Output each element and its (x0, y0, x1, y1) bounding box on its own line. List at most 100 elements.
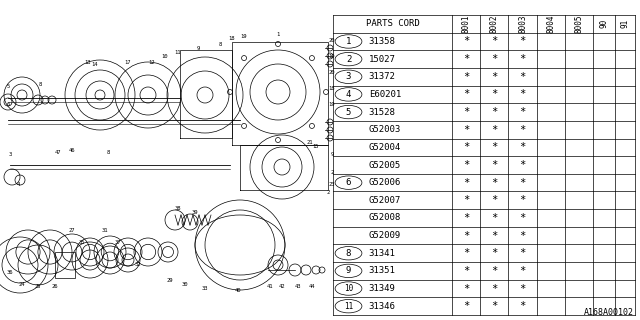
Text: 18: 18 (329, 85, 335, 91)
Text: 90: 90 (599, 19, 608, 28)
Text: *: * (520, 248, 525, 258)
Text: 23: 23 (329, 182, 335, 188)
Text: 4: 4 (346, 90, 351, 99)
Text: *: * (492, 284, 497, 293)
Text: 8: 8 (346, 249, 351, 258)
Text: 31349: 31349 (369, 284, 396, 293)
Text: 20: 20 (329, 37, 335, 43)
Text: 31346: 31346 (369, 302, 396, 311)
Text: PARTS CORD: PARTS CORD (366, 19, 420, 28)
Text: *: * (463, 213, 470, 223)
Text: *: * (520, 54, 525, 64)
Text: 2: 2 (330, 170, 333, 174)
Text: 36: 36 (7, 269, 13, 275)
Text: A168A00102: A168A00102 (584, 308, 634, 317)
Text: 1: 1 (276, 33, 280, 37)
Text: 33: 33 (202, 285, 208, 291)
Text: 18: 18 (228, 36, 236, 41)
Text: 13: 13 (84, 60, 92, 65)
Text: *: * (520, 107, 525, 117)
Text: 20: 20 (329, 69, 335, 75)
Text: *: * (492, 160, 497, 170)
Text: 8004: 8004 (546, 15, 555, 33)
Text: *: * (492, 89, 497, 100)
Text: *: * (520, 178, 525, 188)
Text: 31341: 31341 (369, 249, 396, 258)
Text: 31372: 31372 (369, 72, 396, 81)
Text: 8: 8 (106, 149, 109, 155)
Text: *: * (463, 72, 470, 82)
Text: 11: 11 (175, 50, 181, 54)
Text: *: * (520, 142, 525, 152)
Text: *: * (520, 36, 525, 46)
Text: *: * (492, 54, 497, 64)
Text: G52003: G52003 (369, 125, 401, 134)
Text: 31528: 31528 (369, 108, 396, 116)
Text: *: * (492, 231, 497, 241)
Text: *: * (492, 107, 497, 117)
Text: 42: 42 (279, 284, 285, 290)
Text: *: * (463, 301, 470, 311)
Text: 91: 91 (620, 19, 629, 28)
Text: *: * (463, 195, 470, 205)
Text: 32: 32 (135, 262, 141, 268)
Text: *: * (463, 248, 470, 258)
Text: 31351: 31351 (369, 266, 396, 276)
Text: 15: 15 (313, 143, 319, 148)
Text: *: * (463, 160, 470, 170)
Text: *: * (520, 301, 525, 311)
Text: 9: 9 (346, 266, 351, 276)
Text: *: * (520, 231, 525, 241)
Text: 24: 24 (19, 283, 25, 287)
Text: *: * (492, 142, 497, 152)
Text: *: * (463, 54, 470, 64)
Text: 11: 11 (344, 302, 353, 311)
Text: 9: 9 (330, 153, 333, 157)
Text: 39: 39 (192, 210, 198, 214)
Text: *: * (520, 213, 525, 223)
Text: 8003: 8003 (518, 15, 527, 33)
Text: G52006: G52006 (369, 178, 401, 187)
Text: 29: 29 (167, 277, 173, 283)
Text: 25: 25 (35, 284, 41, 290)
Text: 8005: 8005 (574, 15, 583, 33)
Text: 5: 5 (346, 108, 351, 116)
Text: *: * (520, 266, 525, 276)
Text: 19: 19 (241, 35, 247, 39)
Text: *: * (520, 125, 525, 135)
Text: 5: 5 (6, 84, 10, 90)
Text: G52008: G52008 (369, 213, 401, 222)
Text: *: * (520, 195, 525, 205)
Text: G52005: G52005 (369, 161, 401, 170)
Text: 21: 21 (307, 140, 313, 145)
Text: *: * (520, 72, 525, 82)
Text: *: * (463, 142, 470, 152)
Text: 41: 41 (267, 284, 273, 290)
Text: E60201: E60201 (369, 90, 401, 99)
Text: 30: 30 (182, 283, 188, 287)
Text: 27: 27 (68, 228, 76, 233)
Text: 17: 17 (125, 60, 131, 66)
Text: 2: 2 (346, 55, 351, 64)
Text: 47: 47 (55, 149, 61, 155)
Text: 15027: 15027 (369, 55, 396, 64)
Text: *: * (463, 284, 470, 293)
Text: 10: 10 (344, 284, 353, 293)
Text: 8001: 8001 (462, 15, 471, 33)
Text: *: * (520, 89, 525, 100)
Text: 40: 40 (235, 287, 241, 292)
Text: *: * (492, 266, 497, 276)
Text: 3: 3 (346, 72, 351, 81)
Text: G52004: G52004 (369, 143, 401, 152)
Text: *: * (492, 195, 497, 205)
Text: 6: 6 (346, 178, 351, 187)
Text: 31: 31 (102, 228, 108, 233)
Text: 46: 46 (68, 148, 76, 153)
Text: *: * (492, 72, 497, 82)
Text: *: * (463, 125, 470, 135)
Text: 8: 8 (218, 43, 221, 47)
Text: *: * (463, 231, 470, 241)
Text: 35: 35 (79, 239, 85, 244)
Text: 26: 26 (52, 284, 58, 290)
Text: 2: 2 (326, 189, 330, 195)
